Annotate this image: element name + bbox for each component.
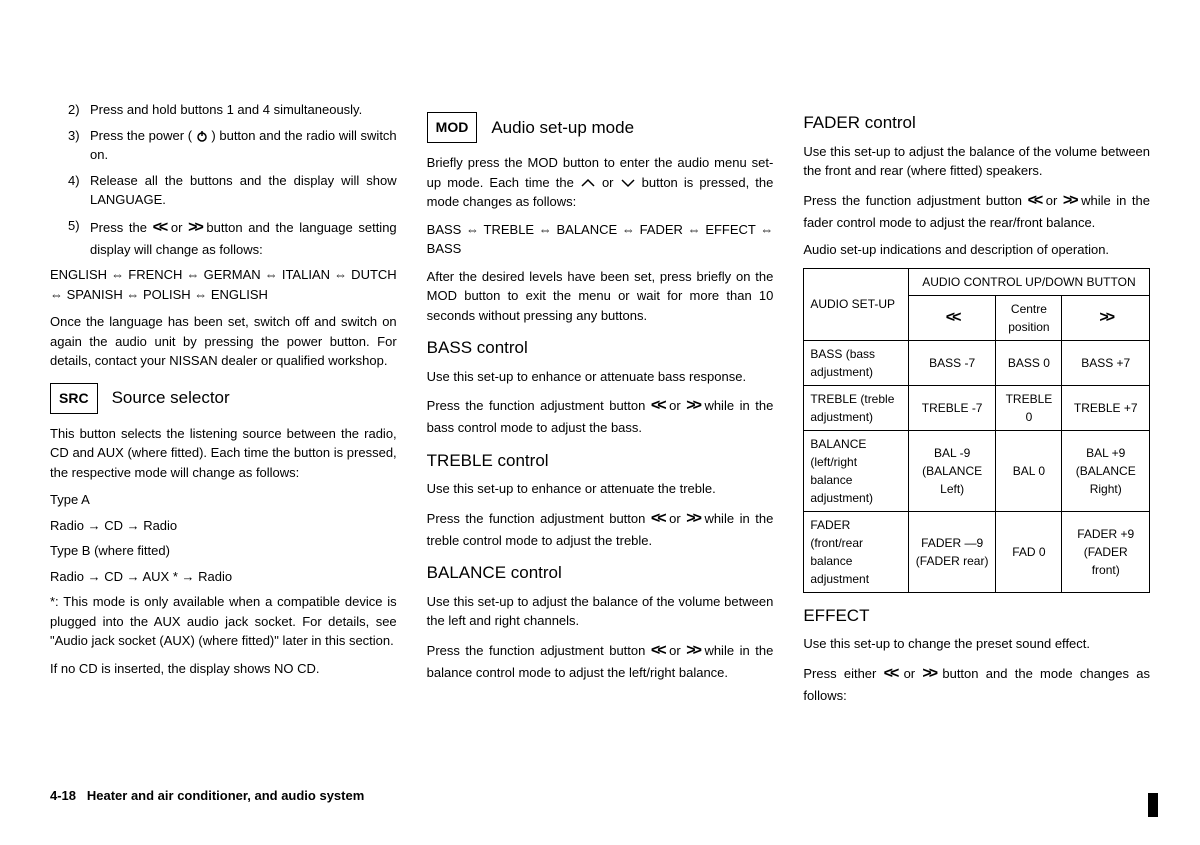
bass-heading: BASS control	[427, 335, 774, 361]
column-1: 2) Press and hold buttons 1 and 4 simult…	[50, 100, 397, 713]
left-double-icon: <<	[651, 397, 664, 414]
src-heading: SRC Source selector	[50, 383, 397, 414]
paragraph: Press either << or >> button and the mod…	[803, 662, 1150, 706]
mod-badge: MOD	[427, 112, 478, 143]
table-cell: BASS +7	[1062, 340, 1150, 385]
table-cell: BASS -7	[908, 340, 996, 385]
table-cell: BASS (bass adjustment)	[804, 340, 909, 385]
mode-sequence: BASS ⇔ TREBLE ⇔ BALANCE ⇔ FADER ⇔ EFFECT…	[427, 220, 774, 259]
paragraph: Use this set-up to enhance or attenuate …	[427, 479, 774, 499]
paragraph: Press the function adjustment button << …	[427, 507, 774, 551]
list-number: 3)	[68, 126, 90, 165]
list-number: 5)	[68, 216, 90, 260]
paragraph: Press the function adjustment button << …	[803, 189, 1150, 233]
right-double-icon: >>	[686, 510, 699, 527]
page-columns: 2) Press and hold buttons 1 and 4 simult…	[50, 100, 1150, 713]
table-row: BASS (bass adjustment) BASS -7 BASS 0 BA…	[804, 340, 1150, 385]
right-double-icon: >>	[188, 219, 201, 236]
table-cell: FAD 0	[996, 511, 1062, 592]
list-item: 5) Press the << or >> button and the lan…	[68, 216, 397, 260]
right-double-icon: >>	[686, 642, 699, 659]
right-double-icon: >>	[1063, 192, 1076, 209]
paragraph: Press the function adjustment button << …	[427, 639, 774, 683]
table-cell: FADER +9 (FADER front)	[1062, 511, 1150, 592]
list-text: Press and hold buttons 1 and 4 simultane…	[90, 100, 397, 120]
table-cell: BASS 0	[996, 340, 1062, 385]
left-double-icon: <<	[651, 510, 664, 527]
table-row: TREBLE (treble adjustment) TREBLE -7 TRE…	[804, 385, 1150, 430]
mod-heading: MOD Audio set-up mode	[427, 112, 774, 143]
table-cell: BALANCE (left/right balance adjustment)	[804, 430, 909, 511]
list-number: 4)	[68, 171, 90, 210]
table-row: FADER (front/rear balance adjustment FAD…	[804, 511, 1150, 592]
chevron-up-icon	[580, 178, 596, 188]
paragraph: Press the function adjustment button << …	[427, 394, 774, 438]
table-row: AUDIO SET-UP AUDIO CONTROL UP/DOWN BUTTO…	[804, 268, 1150, 295]
left-double-icon: <<	[946, 309, 959, 326]
column-2: MOD Audio set-up mode Briefly press the …	[427, 100, 774, 713]
list-item: 4) Release all the buttons and the displ…	[68, 171, 397, 210]
list-text: Press the << or >> button and the langua…	[90, 216, 397, 260]
paragraph: Use this set-up to adjust the balance of…	[427, 592, 774, 631]
fader-heading: FADER control	[803, 110, 1150, 136]
table-cell: BAL +9 (BALANCE Right)	[1062, 430, 1150, 511]
src-title: Source selector	[112, 385, 230, 411]
list-text: Press the power ( ) button and the radio…	[90, 126, 397, 165]
right-double-icon: >>	[686, 397, 699, 414]
table-cell: FADER —9 (FADER rear)	[908, 511, 996, 592]
paragraph: Briefly press the MOD button to enter th…	[427, 153, 774, 212]
table-cell: FADER (front/rear balance adjustment	[804, 511, 909, 592]
table-cell: TREBLE +7	[1062, 385, 1150, 430]
type-a-label: Type A	[50, 490, 397, 510]
balance-heading: BALANCE control	[427, 560, 774, 586]
right-double-icon: >>	[922, 665, 935, 682]
paragraph: Use this set-up to enhance or attenuate …	[427, 367, 774, 387]
table-header: Centre position	[996, 295, 1062, 340]
table-cell: BAL -9 (BALANCE Left)	[908, 430, 996, 511]
table-header: AUDIO SET-UP	[804, 268, 909, 340]
paragraph: *: This mode is only available when a co…	[50, 592, 397, 651]
table-cell: TREBLE (treble adjustment)	[804, 385, 909, 430]
left-double-icon: <<	[1028, 192, 1041, 209]
paragraph: Use this set-up to adjust the balance of…	[803, 142, 1150, 181]
effect-heading: EFFECT	[803, 603, 1150, 629]
page-number: 4-18	[50, 788, 76, 803]
paragraph: If no CD is inserted, the display shows …	[50, 659, 397, 679]
table-header: <<	[908, 295, 996, 340]
table-row: BALANCE (left/right balance adjustment) …	[804, 430, 1150, 511]
footer-title: Heater and air conditioner, and audio sy…	[87, 788, 364, 803]
type-b-sequence: Radio → CD → AUX * → Radio	[50, 567, 397, 587]
mod-title: Audio set-up mode	[491, 115, 634, 141]
list-text: Release all the buttons and the display …	[90, 171, 397, 210]
list-item: 2) Press and hold buttons 1 and 4 simult…	[68, 100, 397, 120]
type-a-sequence: Radio → CD → Radio	[50, 516, 397, 536]
src-badge: SRC	[50, 383, 98, 414]
column-3: FADER control Use this set-up to adjust …	[803, 100, 1150, 713]
table-cell: BAL 0	[996, 430, 1062, 511]
paragraph: Use this set-up to change the preset sou…	[803, 634, 1150, 654]
paragraph: Once the language has been set, switch o…	[50, 312, 397, 371]
corner-mark	[1148, 793, 1158, 817]
left-double-icon: <<	[651, 642, 664, 659]
page-footer: 4-18 Heater and air conditioner, and aud…	[50, 786, 364, 806]
paragraph: Audio set-up indications and description…	[803, 240, 1150, 260]
table-header: >>	[1062, 295, 1150, 340]
power-icon	[196, 130, 208, 142]
table-header: AUDIO CONTROL UP/DOWN BUTTON	[908, 268, 1149, 295]
audio-setup-table: AUDIO SET-UP AUDIO CONTROL UP/DOWN BUTTO…	[803, 268, 1150, 593]
table-cell: TREBLE 0	[996, 385, 1062, 430]
table-cell: TREBLE -7	[908, 385, 996, 430]
left-double-icon: <<	[153, 219, 166, 236]
list-item: 3) Press the power ( ) button and the ra…	[68, 126, 397, 165]
left-double-icon: <<	[884, 665, 897, 682]
paragraph: After the desired levels have been set, …	[427, 267, 774, 326]
paragraph: This button selects the listening source…	[50, 424, 397, 483]
treble-heading: TREBLE control	[427, 448, 774, 474]
type-b-label: Type B (where fitted)	[50, 541, 397, 561]
chevron-down-icon	[620, 178, 636, 188]
language-cycle: ENGLISH ⇔ FRENCH ⇔ GERMAN ⇔ ITALIAN ⇔ DU…	[50, 265, 397, 304]
list-number: 2)	[68, 100, 90, 120]
right-double-icon: >>	[1099, 309, 1112, 326]
